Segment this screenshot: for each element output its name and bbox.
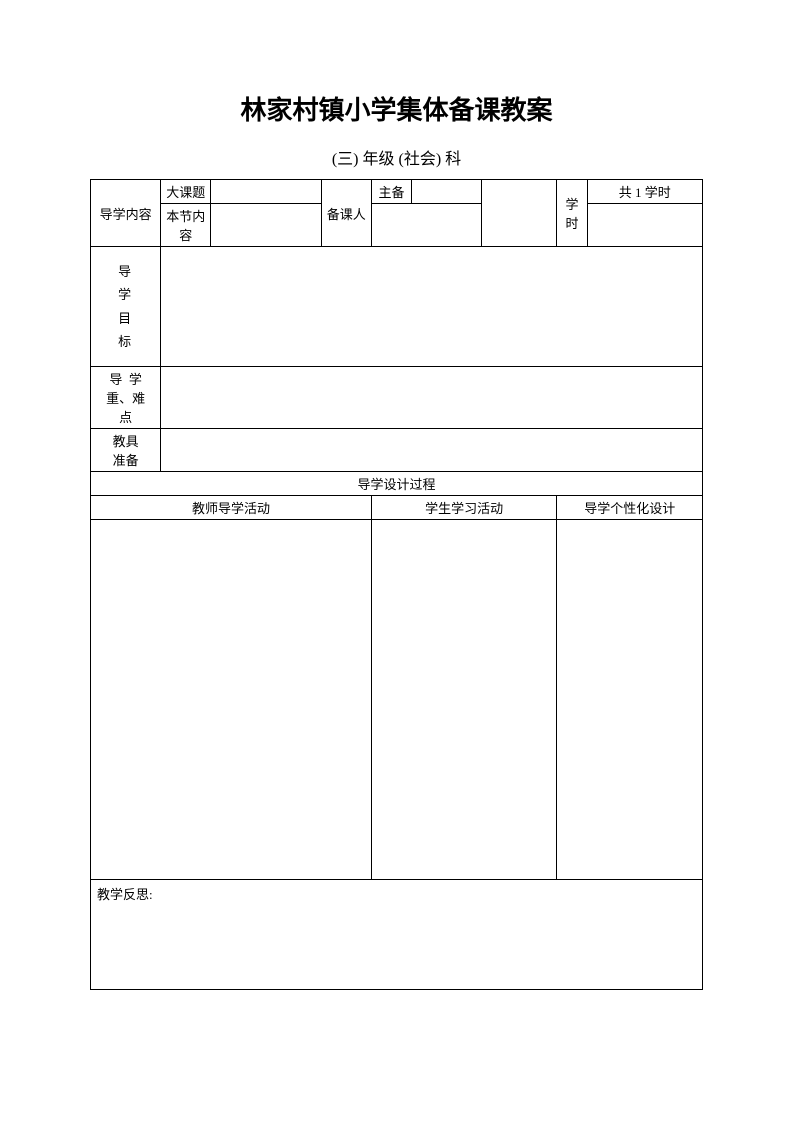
- label-preparer: 备课人: [321, 180, 371, 247]
- value-teacher-activity: [91, 520, 372, 880]
- empty-cell-1: [482, 180, 557, 247]
- label-teaching-aids: 教具准备: [91, 429, 161, 472]
- value-personal-design: [557, 520, 703, 880]
- label-class-hour: 学时: [557, 180, 587, 247]
- label-content: 导学内容: [91, 180, 161, 247]
- value-key-difficult: [161, 367, 703, 429]
- label-design-process: 导学设计过程: [91, 472, 703, 496]
- label-reflection: 教学反思:: [91, 880, 703, 990]
- label-personal-design: 导学个性化设计: [557, 496, 703, 520]
- label-teacher-activity: 教师导学活动: [91, 496, 372, 520]
- value-big-topic: [211, 180, 321, 204]
- lesson-plan-table: 导学内容 大课题 备课人 主备 学时 共 1 学时 本节内容 导学目标 导 学重…: [90, 179, 703, 990]
- value-objective: [161, 247, 703, 367]
- label-main-prep: 主备: [371, 180, 411, 204]
- value-hours: [587, 204, 702, 247]
- document-subtitle: (三) 年级 (社会) 科: [90, 145, 703, 169]
- label-section-content: 本节内容: [161, 204, 211, 247]
- value-preparer: [371, 204, 481, 247]
- label-total-hours: 共 1 学时: [587, 180, 702, 204]
- label-objective: 导学目标: [91, 247, 161, 367]
- label-key-difficult: 导 学重、难点: [91, 367, 161, 429]
- value-teaching-aids: [161, 429, 703, 472]
- value-student-activity: [371, 520, 557, 880]
- value-main-prep: [412, 180, 482, 204]
- value-section-content: [211, 204, 321, 247]
- document-title: 林家村镇小学集体备课教案: [90, 90, 703, 127]
- label-big-topic: 大课题: [161, 180, 211, 204]
- label-student-activity: 学生学习活动: [371, 496, 557, 520]
